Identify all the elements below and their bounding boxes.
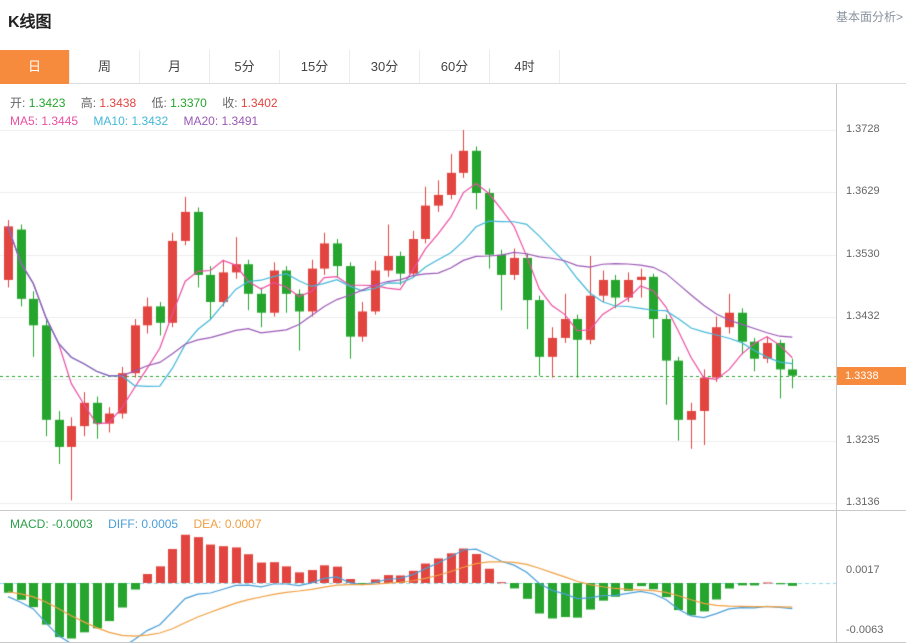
y-axis-label: 1.3530 [846,247,880,260]
page-title: K线图 [8,14,52,31]
tab-5分[interactable]: 5分 [210,50,280,83]
y-axis-label: 1.3629 [846,185,880,198]
legend-ma20: MA20: 1.3491 [183,114,259,128]
y-axis-label: 1.3432 [846,309,880,322]
tab-4时[interactable]: 4时 [490,50,560,83]
tab-周[interactable]: 周 [70,50,140,83]
tab-60分[interactable]: 60分 [420,50,490,83]
y-axis-label: 1.3235 [846,433,880,446]
current-price-badge: 1.3338 [837,366,906,385]
fundamental-analysis-link[interactable]: 基本面分析> [835,10,903,24]
tab-月[interactable]: 月 [140,50,210,83]
ma-legend: MA5: 1.3445 MA10: 1.3432 MA20: 1.3491 [10,114,270,128]
period-tabs: 日周月 5分 15分 30分 60分 4时 [0,50,906,84]
legend-ma10: MA10: 1.3432 [93,114,169,128]
ohlc-legend: 开: 1.3423 高: 1.3438 低: 1.3370 收: 1.3402 [10,94,290,111]
header: K线图 基本面分析> [0,0,906,50]
tab-30分[interactable]: 30分 [350,50,420,83]
tab-日[interactable]: 日 [0,50,70,84]
legend-close: 收: 1.3402 [222,96,278,110]
macd-axis: 0.0017 -0.0063 [836,511,906,642]
macd-axis-label: -0.0063 [846,624,884,637]
candlestick-panel: 开: 1.3423 高: 1.3438 低: 1.3370 收: 1.3402 … [0,84,906,510]
y-axis-label: 1.3728 [846,123,880,135]
macd-legend: MACD: -0.0003 DIFF: 0.0005 DEA: 0.0007 [10,517,274,531]
macd-panel: MACD: -0.0003 DIFF: 0.0005 DEA: 0.0007 0… [0,510,906,643]
legend-low: 低: 1.3370 [151,96,207,110]
legend-dea: DEA: 0.0007 [193,517,262,531]
tab-15分[interactable]: 15分 [280,50,350,83]
legend-high: 高: 1.3438 [80,96,137,110]
y-axis-label: 1.3136 [846,496,880,508]
candlestick-canvas[interactable] [0,84,836,510]
price-axis: 1.3338 1.3728 1.3629 1.3530 1.3432 1.3235 1.3… [836,84,906,510]
macd-canvas[interactable] [0,511,836,642]
macd-axis-label: 0.0017 [846,564,880,577]
legend-macd: MACD: -0.0003 [10,517,93,531]
legend-open: 开: 1.3423 [10,96,66,110]
legend-ma5: MA5: 1.3445 [10,114,79,128]
legend-diff: DIFF: 0.0005 [108,517,179,531]
